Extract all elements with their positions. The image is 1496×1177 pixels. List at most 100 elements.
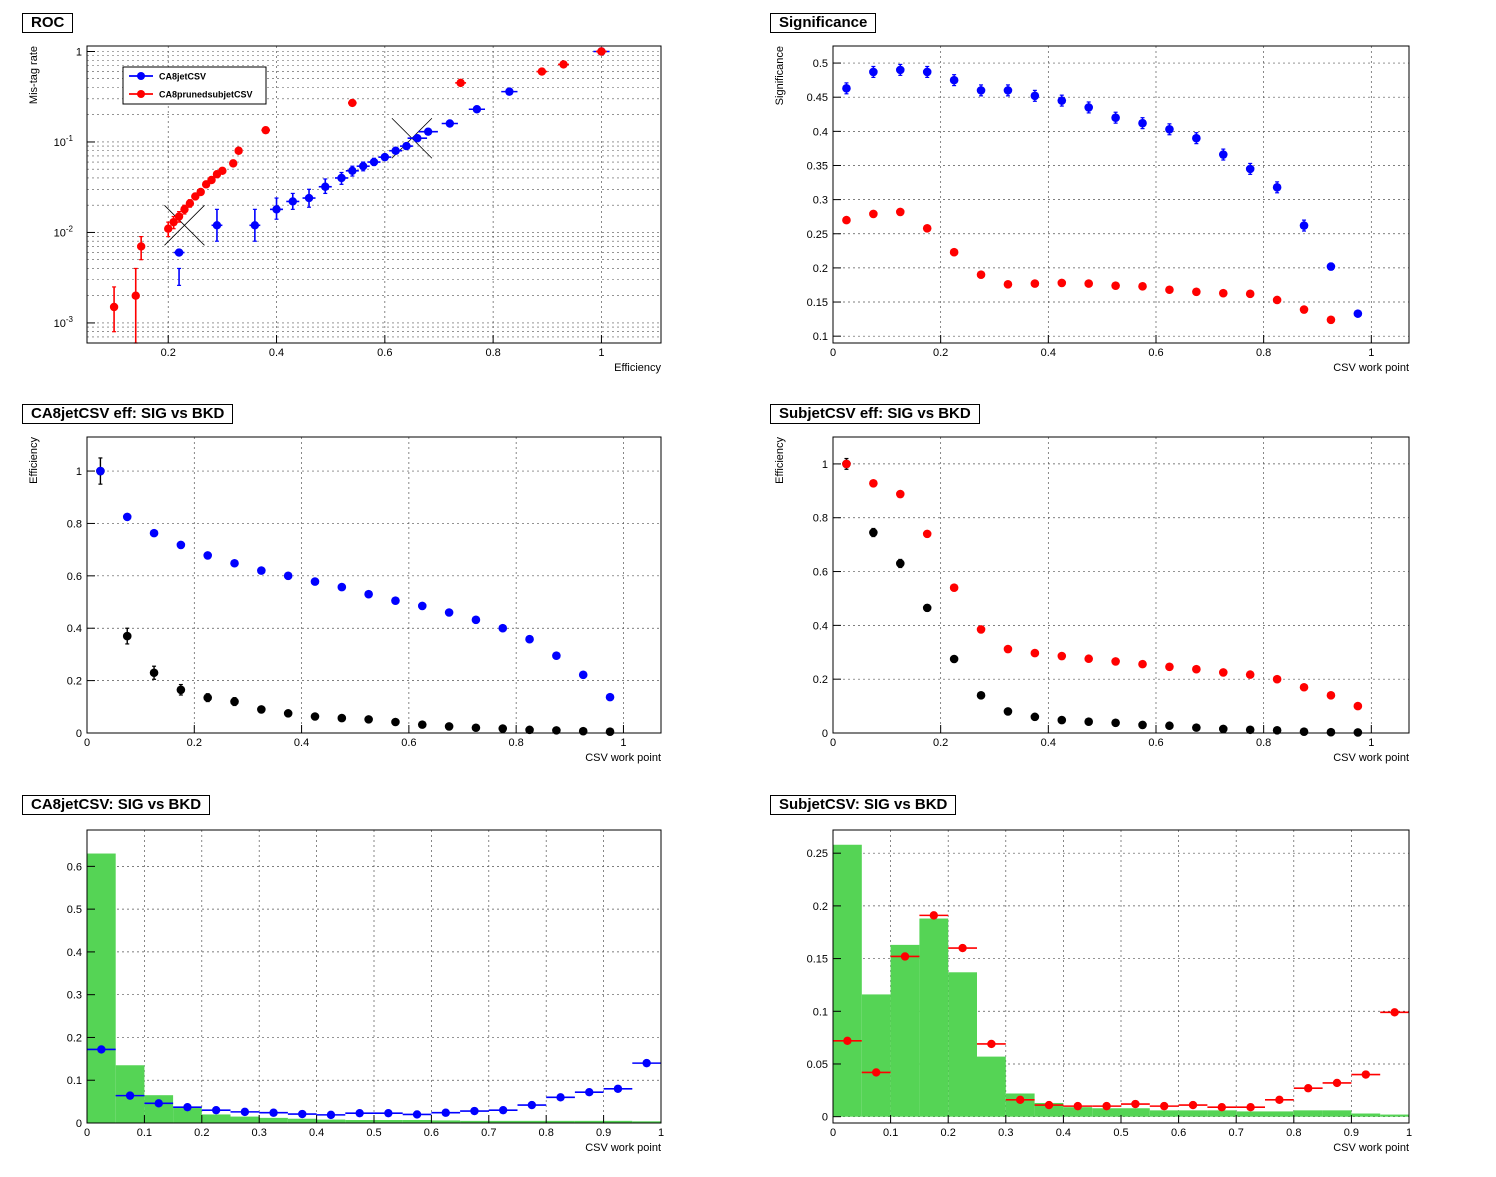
data-point: [1275, 1095, 1284, 1105]
hist-bar: [546, 1120, 575, 1123]
x-tick-label: 0.4: [1041, 347, 1056, 359]
y-tick-label: 0.4: [813, 126, 828, 138]
hist-bar: [1178, 1110, 1208, 1117]
data-point: [355, 1108, 364, 1118]
data-point: [125, 1091, 135, 1100]
data-point: [1272, 183, 1282, 192]
data-point: [929, 911, 938, 920]
data-point: [136, 242, 146, 251]
data-point: [288, 197, 297, 206]
data-point: [613, 1084, 623, 1093]
x-tick-label: 0: [830, 737, 836, 749]
data-point: [1057, 278, 1067, 288]
hist-bar: [1092, 1108, 1121, 1117]
subjetdist-panel: SubjetCSV: SIG vs BKD 0 0.1 0.2 0.3 0.4 0.5 0.…: [748, 780, 1496, 1172]
data-point: [149, 528, 159, 538]
data-point: [174, 248, 184, 257]
data-point: [895, 207, 905, 217]
data-point: [364, 589, 373, 599]
x-tick-label: 1: [1368, 347, 1374, 359]
x-tick-label: 0.6: [401, 737, 416, 749]
legend-label: CA8prunedsubjetCSV: [159, 90, 253, 100]
y-tick-label: 0.6: [67, 861, 82, 873]
data-point: [958, 943, 967, 953]
y-tick-label: 0.1: [67, 1075, 82, 1087]
data-point: [1188, 1100, 1198, 1110]
data-point: [261, 125, 270, 135]
data-point: [358, 161, 368, 171]
data-point: [321, 182, 330, 191]
x-tick-label: 0.3: [252, 1127, 267, 1139]
data-point: [1299, 305, 1309, 314]
y-tick-label: 0.4: [67, 947, 82, 959]
hist-bar: [833, 844, 862, 1117]
data-point: [1165, 662, 1174, 672]
x-tick-label: 0.1: [883, 1127, 898, 1139]
hist-bar: [488, 1120, 518, 1123]
x-tick-label: 0.2: [933, 347, 948, 359]
data-point: [842, 459, 851, 469]
data-point: [1030, 712, 1040, 722]
data-point: [391, 717, 400, 727]
data-point: [605, 727, 615, 736]
x-tick-label: 1: [598, 347, 604, 359]
y-axis-label: Mis-tag rate: [28, 46, 40, 104]
hist-bar: [632, 1121, 661, 1123]
data-point: [269, 1108, 278, 1117]
data-point: [1102, 1101, 1111, 1111]
x-tick-label: 0.3: [998, 1127, 1013, 1139]
data-point: [250, 221, 260, 230]
data-point: [556, 1093, 565, 1102]
y-tick-label: 0.35: [807, 160, 828, 172]
y-tick-label: 0.25: [807, 229, 828, 241]
hist-bar: [1034, 1102, 1064, 1117]
x-tick-label: 0.6: [1171, 1127, 1186, 1139]
x-axis-label: CSV work point: [1333, 362, 1409, 374]
data-point: [211, 1105, 221, 1115]
data-point: [872, 1068, 881, 1077]
data-point: [122, 512, 132, 522]
data-point: [1138, 659, 1147, 669]
data-point: [1030, 648, 1040, 658]
x-tick-label: 1: [1406, 1127, 1412, 1139]
data-point: [471, 723, 481, 733]
data-point: [1192, 664, 1201, 674]
data-point: [441, 1108, 450, 1117]
hist-bar: [259, 1117, 288, 1123]
x-tick-label: 0.8: [1256, 737, 1271, 749]
data-point: [1165, 124, 1174, 134]
y-axis-label: Significance: [774, 46, 786, 105]
data-point: [1326, 727, 1336, 737]
data-point: [423, 127, 433, 136]
data-point: [1084, 717, 1094, 726]
x-tick-label: 0.6: [1148, 347, 1163, 359]
data-point: [1111, 657, 1120, 666]
data-point: [1245, 164, 1255, 174]
data-point: [1299, 682, 1309, 692]
data-point: [900, 952, 910, 961]
roc-chart: 0.2 0.4 0.6 0.8 1 10-3 10-2 10-1 1 Efficiency Mis-…: [28, 45, 662, 374]
hist-bar: [431, 1120, 461, 1123]
data-point: [1353, 701, 1363, 711]
data-point: [1218, 288, 1228, 298]
data-point: [234, 146, 243, 155]
data-point: [1016, 1095, 1025, 1105]
data-point: [471, 615, 481, 625]
data-point: [298, 1109, 307, 1119]
data-point: [337, 582, 347, 592]
data-point: [949, 654, 959, 664]
hist-bar: [87, 853, 116, 1123]
data-point: [949, 75, 959, 85]
hist-bar: [402, 1120, 432, 1123]
y-tick-label: 0.15: [807, 297, 828, 309]
x-axis-label: CSV work point: [585, 1142, 661, 1154]
data-point: [1304, 1084, 1313, 1093]
data-point: [1326, 262, 1336, 271]
significance-chart: 0 0.2 0.4 0.6 0.8 1 0.1 0.15 0.2 0.25 0.3 0.35 0.4 0.…: [774, 45, 1410, 374]
x-axis-label: Efficiency: [614, 362, 661, 374]
x-tick-label: 0: [830, 1127, 836, 1139]
x-tick-label: 0.7: [1229, 1127, 1244, 1139]
y-tick-label: 0: [822, 1112, 828, 1124]
data-point: [164, 224, 173, 233]
x-tick-label: 0: [830, 347, 836, 359]
